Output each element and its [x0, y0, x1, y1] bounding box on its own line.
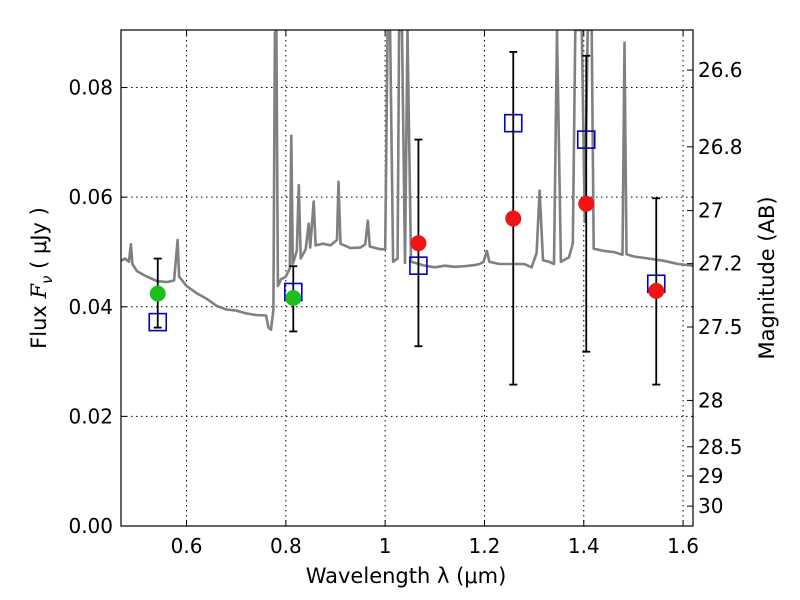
y-axis-title-subscript: ν — [38, 276, 56, 284]
y-tick-label: 0.02 — [68, 404, 113, 428]
y2-tick-label: 28 — [698, 388, 723, 412]
photometry-point — [285, 290, 302, 307]
y-tick-label: 0.00 — [68, 514, 113, 538]
x-tick-label: 0.8 — [270, 534, 302, 558]
y2-tick-label: 27.2 — [698, 252, 743, 276]
photometry-point — [149, 285, 166, 302]
y2-axis-title: Magnitude (AB) — [755, 196, 779, 359]
photometry-point — [505, 210, 522, 227]
y2-tick-label: 26.6 — [698, 58, 743, 82]
photometry-point — [578, 195, 595, 212]
y2-tick-label: 29 — [698, 464, 723, 488]
y-tick-label: 0.06 — [68, 185, 113, 209]
x-tick-label: 1.2 — [469, 534, 501, 558]
ticks: 0.6 0.8 1 1.2 1.4 1.6 0.00 0.02 0.04 0.06 0.08 26.6… — [68, 30, 743, 558]
y-axis-title-symbol: F — [27, 283, 51, 300]
x-tick-label: 1 — [379, 534, 392, 558]
x-tick-label: 1.4 — [568, 534, 600, 558]
x-tick-label: 0.6 — [171, 534, 203, 558]
photometry-point — [410, 235, 427, 252]
y2-tick-label: 27 — [698, 199, 723, 223]
x-tick-label: 1.6 — [667, 534, 699, 558]
x-axis-title: Wavelength λ (μm) — [306, 564, 507, 588]
model-spectrum-line — [121, 30, 693, 332]
y2-tick-label: 27.5 — [698, 315, 743, 339]
y2-tick-label: 28.5 — [698, 435, 743, 459]
y-tick-label: 0.08 — [68, 76, 113, 100]
y-axis-title-prefix: Flux — [27, 299, 51, 349]
y-axis-title-suffix: ( μJy ) — [27, 207, 51, 275]
data-layer — [121, 30, 693, 386]
plot-frame — [120, 29, 694, 527]
y-tick-label: 0.04 — [68, 295, 113, 319]
y2-tick-label: 30 — [698, 494, 723, 518]
y2-tick-label: 26.8 — [698, 135, 743, 159]
y-axis-title: Flux Fν ( μJy ) — [27, 207, 56, 349]
photometry-point — [648, 282, 665, 299]
